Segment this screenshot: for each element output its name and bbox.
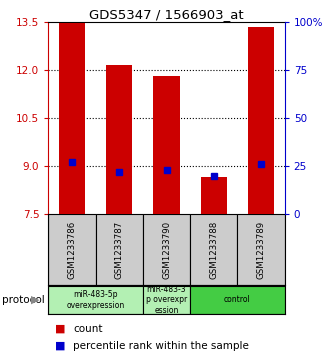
Bar — [201, 177, 227, 214]
Text: control: control — [224, 295, 251, 304]
Text: ▶: ▶ — [31, 295, 40, 305]
Text: percentile rank within the sample: percentile rank within the sample — [73, 340, 249, 351]
Bar — [96, 214, 143, 285]
Bar — [48, 286, 143, 314]
Bar — [48, 214, 96, 285]
Text: GSM1233790: GSM1233790 — [162, 220, 171, 279]
Bar — [59, 23, 85, 214]
Text: miR-483-3
p overexpr
ession: miR-483-3 p overexpr ession — [146, 285, 187, 315]
Bar — [143, 214, 190, 285]
Bar — [106, 65, 132, 214]
Text: GSM1233789: GSM1233789 — [256, 220, 266, 279]
Text: ■: ■ — [55, 340, 66, 351]
Bar — [143, 286, 190, 314]
Text: count: count — [73, 323, 103, 334]
Bar — [248, 26, 274, 214]
Text: GSM1233788: GSM1233788 — [209, 220, 218, 279]
Bar — [190, 214, 237, 285]
Text: protocol: protocol — [2, 295, 44, 305]
Text: GSM1233787: GSM1233787 — [115, 220, 124, 279]
Text: GSM1233786: GSM1233786 — [67, 220, 77, 279]
Text: miR-483-5p
overexpression: miR-483-5p overexpression — [67, 290, 125, 310]
Bar — [237, 214, 285, 285]
Title: GDS5347 / 1566903_at: GDS5347 / 1566903_at — [89, 8, 244, 21]
Bar — [190, 286, 285, 314]
Bar — [154, 76, 179, 214]
Text: ■: ■ — [55, 323, 66, 334]
